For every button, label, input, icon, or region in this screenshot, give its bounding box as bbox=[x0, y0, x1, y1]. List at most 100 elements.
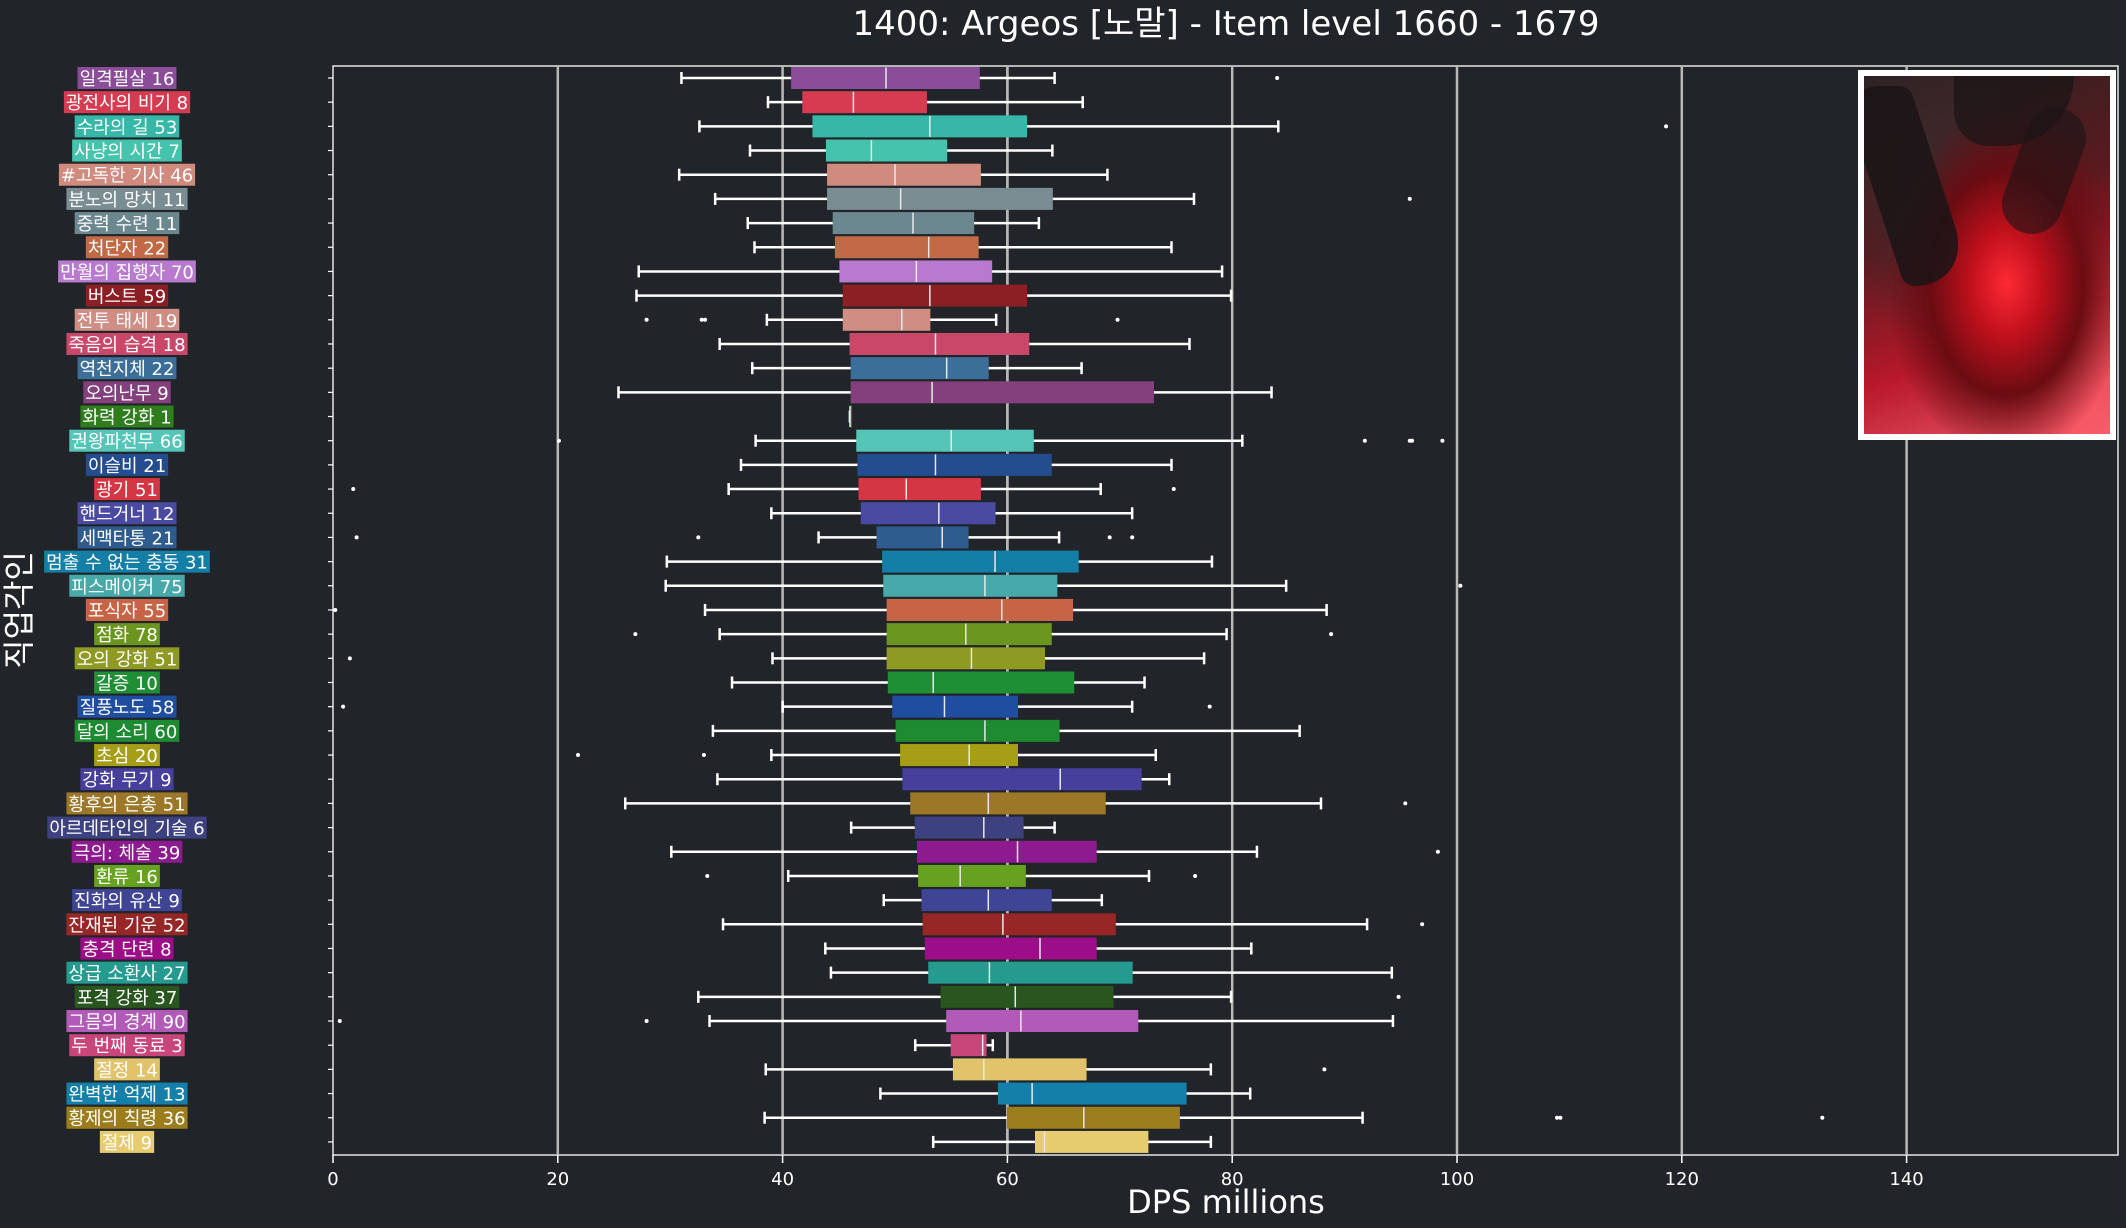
box-iqr bbox=[918, 864, 1026, 887]
outlier-point bbox=[644, 1019, 649, 1024]
outlier-point bbox=[1403, 801, 1408, 806]
outlier-point bbox=[705, 873, 710, 878]
category-label: 사냥의 시간 7 bbox=[72, 139, 182, 163]
box-iqr bbox=[922, 913, 1116, 936]
category-label-text: 갈증 10 bbox=[96, 674, 158, 695]
box-37 bbox=[824, 937, 1253, 960]
category-label: 역천지체 22 bbox=[77, 357, 177, 380]
box-43 bbox=[879, 1082, 1252, 1105]
y-axis-label: 직업각인 bbox=[0, 551, 38, 669]
category-label-background bbox=[71, 840, 183, 863]
category-label: 초심 20 bbox=[94, 744, 160, 767]
box-25 bbox=[347, 647, 1206, 670]
box-39 bbox=[697, 985, 1401, 1008]
outlier-point bbox=[1115, 317, 1120, 322]
outlier-point bbox=[703, 317, 708, 322]
outlier-point bbox=[1130, 535, 1135, 540]
x-tick-label: 120 bbox=[1665, 1169, 1699, 1190]
box-iqr bbox=[832, 212, 975, 235]
category-label: 광전사의 비기 8 bbox=[63, 91, 191, 114]
category-label-text: 사냥의 시간 7 bbox=[74, 142, 180, 163]
category-label: 상급 소환사 27 bbox=[66, 961, 188, 985]
category-label: 그믐의 경계 90 bbox=[66, 1010, 188, 1033]
category-label-background bbox=[44, 550, 210, 573]
category-label-text: #고독한 기사 46 bbox=[61, 166, 193, 187]
category-label: 충격 단련 8 bbox=[80, 937, 174, 960]
box-iqr bbox=[902, 768, 1142, 791]
category-label-text: 일격필살 16 bbox=[80, 69, 175, 90]
category-label-background bbox=[66, 1010, 188, 1033]
category-label: 절제 9 bbox=[99, 1130, 155, 1154]
box-24 bbox=[633, 623, 1334, 646]
category-label-background bbox=[94, 671, 160, 694]
box-34 bbox=[705, 864, 1198, 887]
box-series bbox=[333, 67, 1825, 1153]
box-5 bbox=[677, 163, 1109, 186]
category-label-background bbox=[66, 332, 188, 355]
category-label-background bbox=[94, 864, 160, 887]
box-iqr bbox=[895, 719, 1060, 742]
category-label-text: 핸드거너 12 bbox=[80, 504, 175, 525]
category-label-background bbox=[94, 744, 160, 767]
outlier-point bbox=[354, 535, 359, 540]
category-label-text: 질풍노도 58 bbox=[80, 698, 175, 719]
box-iqr bbox=[900, 744, 1019, 767]
outlier-point bbox=[341, 704, 346, 709]
outlier-point bbox=[1207, 704, 1212, 709]
category-label-text: 극의: 체술 39 bbox=[74, 843, 181, 864]
category-label-background bbox=[74, 985, 180, 1008]
category-label-background bbox=[74, 212, 180, 235]
category-label-text: 중력 수련 11 bbox=[77, 214, 178, 235]
box-22 bbox=[664, 574, 1463, 597]
box-23 bbox=[333, 598, 1328, 621]
box-10 bbox=[635, 284, 1233, 307]
x-axis-label: DPS millions bbox=[1127, 1183, 1325, 1221]
outlier-point bbox=[1555, 1115, 1560, 1120]
category-label: 포식자 55 bbox=[85, 598, 169, 622]
outlier-point bbox=[644, 317, 649, 322]
category-label-background bbox=[77, 526, 177, 549]
box-21 bbox=[665, 550, 1214, 573]
box-26 bbox=[730, 671, 1146, 694]
category-label-background bbox=[77, 67, 177, 89]
box-42 bbox=[764, 1058, 1327, 1081]
category-label: 완벽한 억제 13 bbox=[66, 1082, 188, 1106]
box-iqr bbox=[858, 478, 981, 501]
box-iqr bbox=[886, 623, 1052, 646]
outlier-point bbox=[1420, 922, 1425, 927]
category-label-background bbox=[74, 719, 180, 742]
category-label: 아르데타인의 기술 6 bbox=[47, 816, 207, 840]
box-18 bbox=[351, 478, 1176, 501]
outlier-point bbox=[1275, 76, 1280, 80]
category-label: 분노의 망치 11 bbox=[66, 187, 188, 211]
box-45 bbox=[931, 1130, 1213, 1153]
box-iqr bbox=[834, 236, 979, 259]
category-label-background bbox=[66, 187, 188, 210]
category-label-background bbox=[80, 768, 174, 791]
category-label: 핸드거너 12 bbox=[77, 502, 177, 525]
category-label: 죽음의 습격 18 bbox=[66, 332, 188, 356]
category-label-background bbox=[66, 961, 188, 984]
category-label-text: 잔재된 기운 52 bbox=[68, 915, 185, 936]
category-label-text: 이슬비 21 bbox=[88, 456, 166, 477]
category-label-background bbox=[85, 453, 169, 476]
category-label-background bbox=[77, 695, 177, 718]
outlier-point bbox=[1407, 196, 1412, 201]
category-label-text: 절제 9 bbox=[102, 1133, 152, 1154]
category-label-text: 광전사의 비기 8 bbox=[66, 93, 188, 114]
box-40 bbox=[337, 1010, 1395, 1033]
category-label-background bbox=[72, 139, 182, 162]
box-iqr bbox=[827, 187, 1053, 210]
category-label-background bbox=[66, 1082, 188, 1105]
category-label-text: 아르데타인의 기술 6 bbox=[49, 819, 204, 840]
outlier-point bbox=[633, 632, 638, 637]
category-label: 두 번째 동료 3 bbox=[69, 1034, 185, 1057]
box-31 bbox=[623, 792, 1408, 815]
box-iqr bbox=[952, 1058, 1087, 1081]
box-17 bbox=[739, 453, 1173, 476]
x-tick-label: 20 bbox=[546, 1169, 569, 1190]
box-iqr bbox=[842, 284, 1028, 307]
chart-title: 1400: Argeos [노말] - Item level 1660 - 16… bbox=[852, 4, 1599, 44]
outlier-point bbox=[1440, 438, 1445, 443]
